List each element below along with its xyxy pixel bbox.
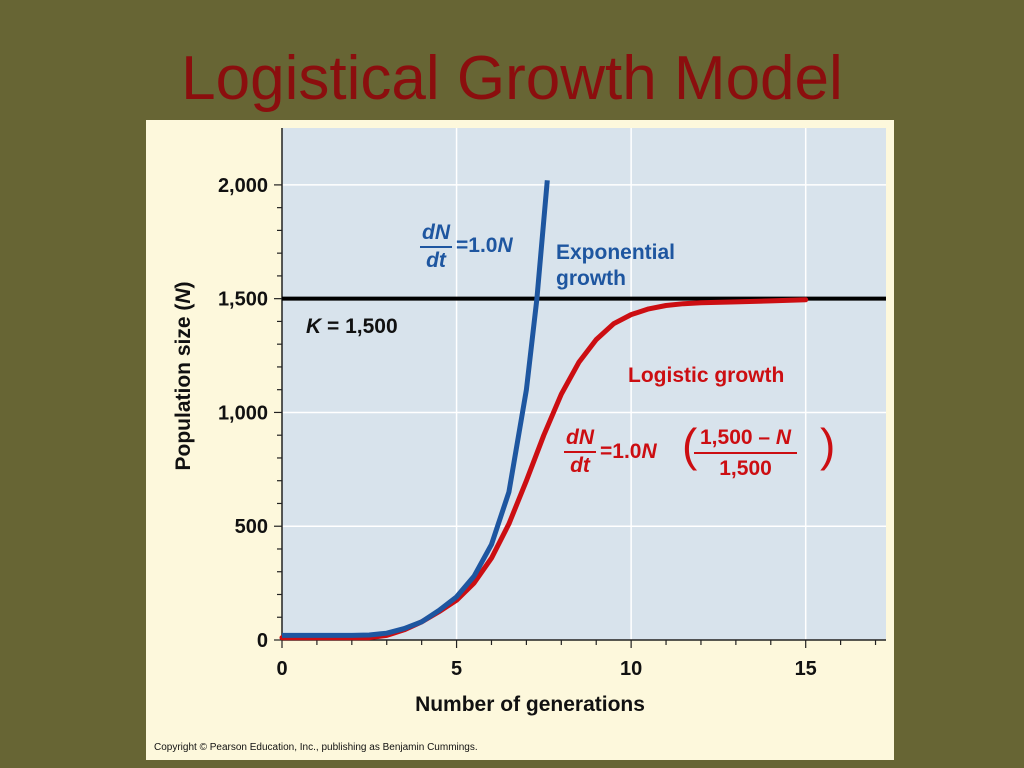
log-eq-rhs: =1.0 — [600, 440, 642, 463]
left-paren: ( — [682, 419, 698, 471]
capacity-var: K — [306, 315, 322, 338]
exp-series-label: Exponential growth — [556, 240, 675, 292]
x-tick-label: 15 — [795, 658, 817, 680]
tick-labels: 0 5 10 15 0 500 1,000 1,500 2,000 — [218, 175, 817, 680]
y-tick-label: 0 — [257, 630, 268, 652]
growth-chart: 0 5 10 15 0 500 1,000 1,500 2,000 Number of gene… — [172, 128, 886, 716]
slide-title: Logistical Growth Model — [181, 44, 843, 113]
log-inner-den: 1,500 — [719, 457, 772, 480]
exp-equation-rhs: =1.0N — [456, 235, 513, 256]
x-tick-label: 10 — [620, 658, 642, 680]
log-equation-fraction: dN dt — [564, 427, 596, 476]
x-tick-label: 5 — [451, 658, 462, 680]
capacity-label: K = 1,500 — [306, 316, 398, 337]
y-tick-label: 500 — [235, 516, 268, 538]
copyright-text: Copyright © Pearson Education, Inc., pub… — [154, 742, 478, 753]
log-inner-num-text: 1,500 – — [700, 426, 776, 449]
log-inner-num: 1,500 – N — [694, 426, 798, 454]
log-eq-den: dt — [570, 454, 590, 477]
y-tick-label: 1,000 — [218, 402, 268, 424]
exp-eq-num: dN — [420, 222, 452, 248]
exp-series-label-line2: growth — [556, 267, 626, 290]
exp-eq-var: N — [497, 234, 513, 257]
exp-equation-fraction: dN dt — [420, 222, 452, 271]
y-tick-label: 1,500 — [218, 289, 268, 311]
exp-eq-rhs: =1.0 — [456, 234, 498, 257]
y-axis-label: Population size (N) — [172, 281, 195, 470]
log-inner-fraction: 1,500 – N 1,500 — [694, 426, 798, 480]
capacity-value: = 1,500 — [321, 315, 398, 338]
figure-panel: 0 5 10 15 0 500 1,000 1,500 2,000 Number of gene… — [146, 120, 894, 760]
exp-series-label-line1: Exponential — [556, 241, 676, 264]
plot-area — [282, 128, 886, 640]
x-tick-label: 0 — [276, 658, 287, 680]
exp-eq-den: dt — [426, 249, 446, 272]
log-eq-num: dN — [564, 427, 596, 453]
y-axis-label-close: ) — [172, 281, 195, 288]
y-axis-label-text: Population size ( — [172, 304, 195, 471]
logistic-series-label: Logistic growth — [628, 364, 785, 387]
log-equation-rhs: =1.0N — [600, 441, 657, 462]
exponential-growth-line — [282, 180, 550, 638]
y-axis-label-var: N — [172, 288, 195, 304]
y-tick-label: 2,000 — [218, 175, 268, 197]
right-paren: ) — [820, 419, 836, 471]
x-axis-label: Number of generations — [415, 693, 645, 716]
log-inner-num-var: N — [775, 426, 792, 449]
axes — [274, 128, 886, 648]
log-eq-var: N — [641, 440, 657, 463]
series-layer — [279, 180, 886, 641]
